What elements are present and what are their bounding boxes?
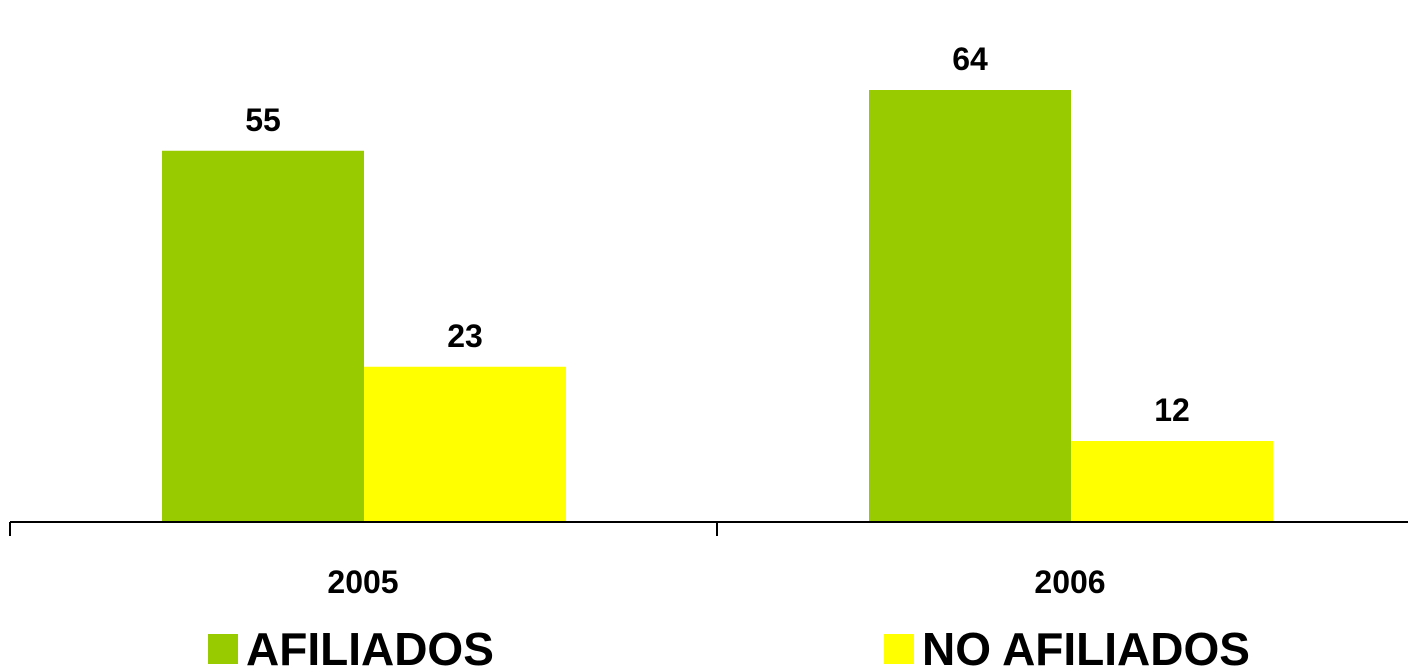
bar-no-afiliados-2006 [1071,441,1273,522]
x-axis [9,521,1408,536]
data-label: 12 [1154,392,1190,428]
legend-entry-no-afiliados: NO AFILIADOS [884,623,1250,670]
x-tick-label: 2005 [327,564,398,600]
x-tick-labels: 2005 2006 [327,564,1105,600]
legend-label: NO AFILIADOS [922,623,1250,670]
bars-group [162,90,1273,522]
bar-no-afiliados-2005 [364,366,566,522]
data-label: 55 [245,102,281,138]
legend-swatch [208,634,238,664]
bar-afiliados-2005 [162,150,364,522]
data-label: 23 [447,318,483,354]
legend: AFILIADOS NO AFILIADOS [208,623,1250,670]
legend-label: AFILIADOS [246,623,494,670]
bar-afiliados-2006 [869,90,1071,522]
data-label: 64 [952,41,988,77]
x-tick-label: 2006 [1034,564,1105,600]
legend-entry-afiliados: AFILIADOS [208,623,494,670]
legend-swatch [884,634,914,664]
data-labels-group: 55 64 23 12 [245,41,1190,428]
